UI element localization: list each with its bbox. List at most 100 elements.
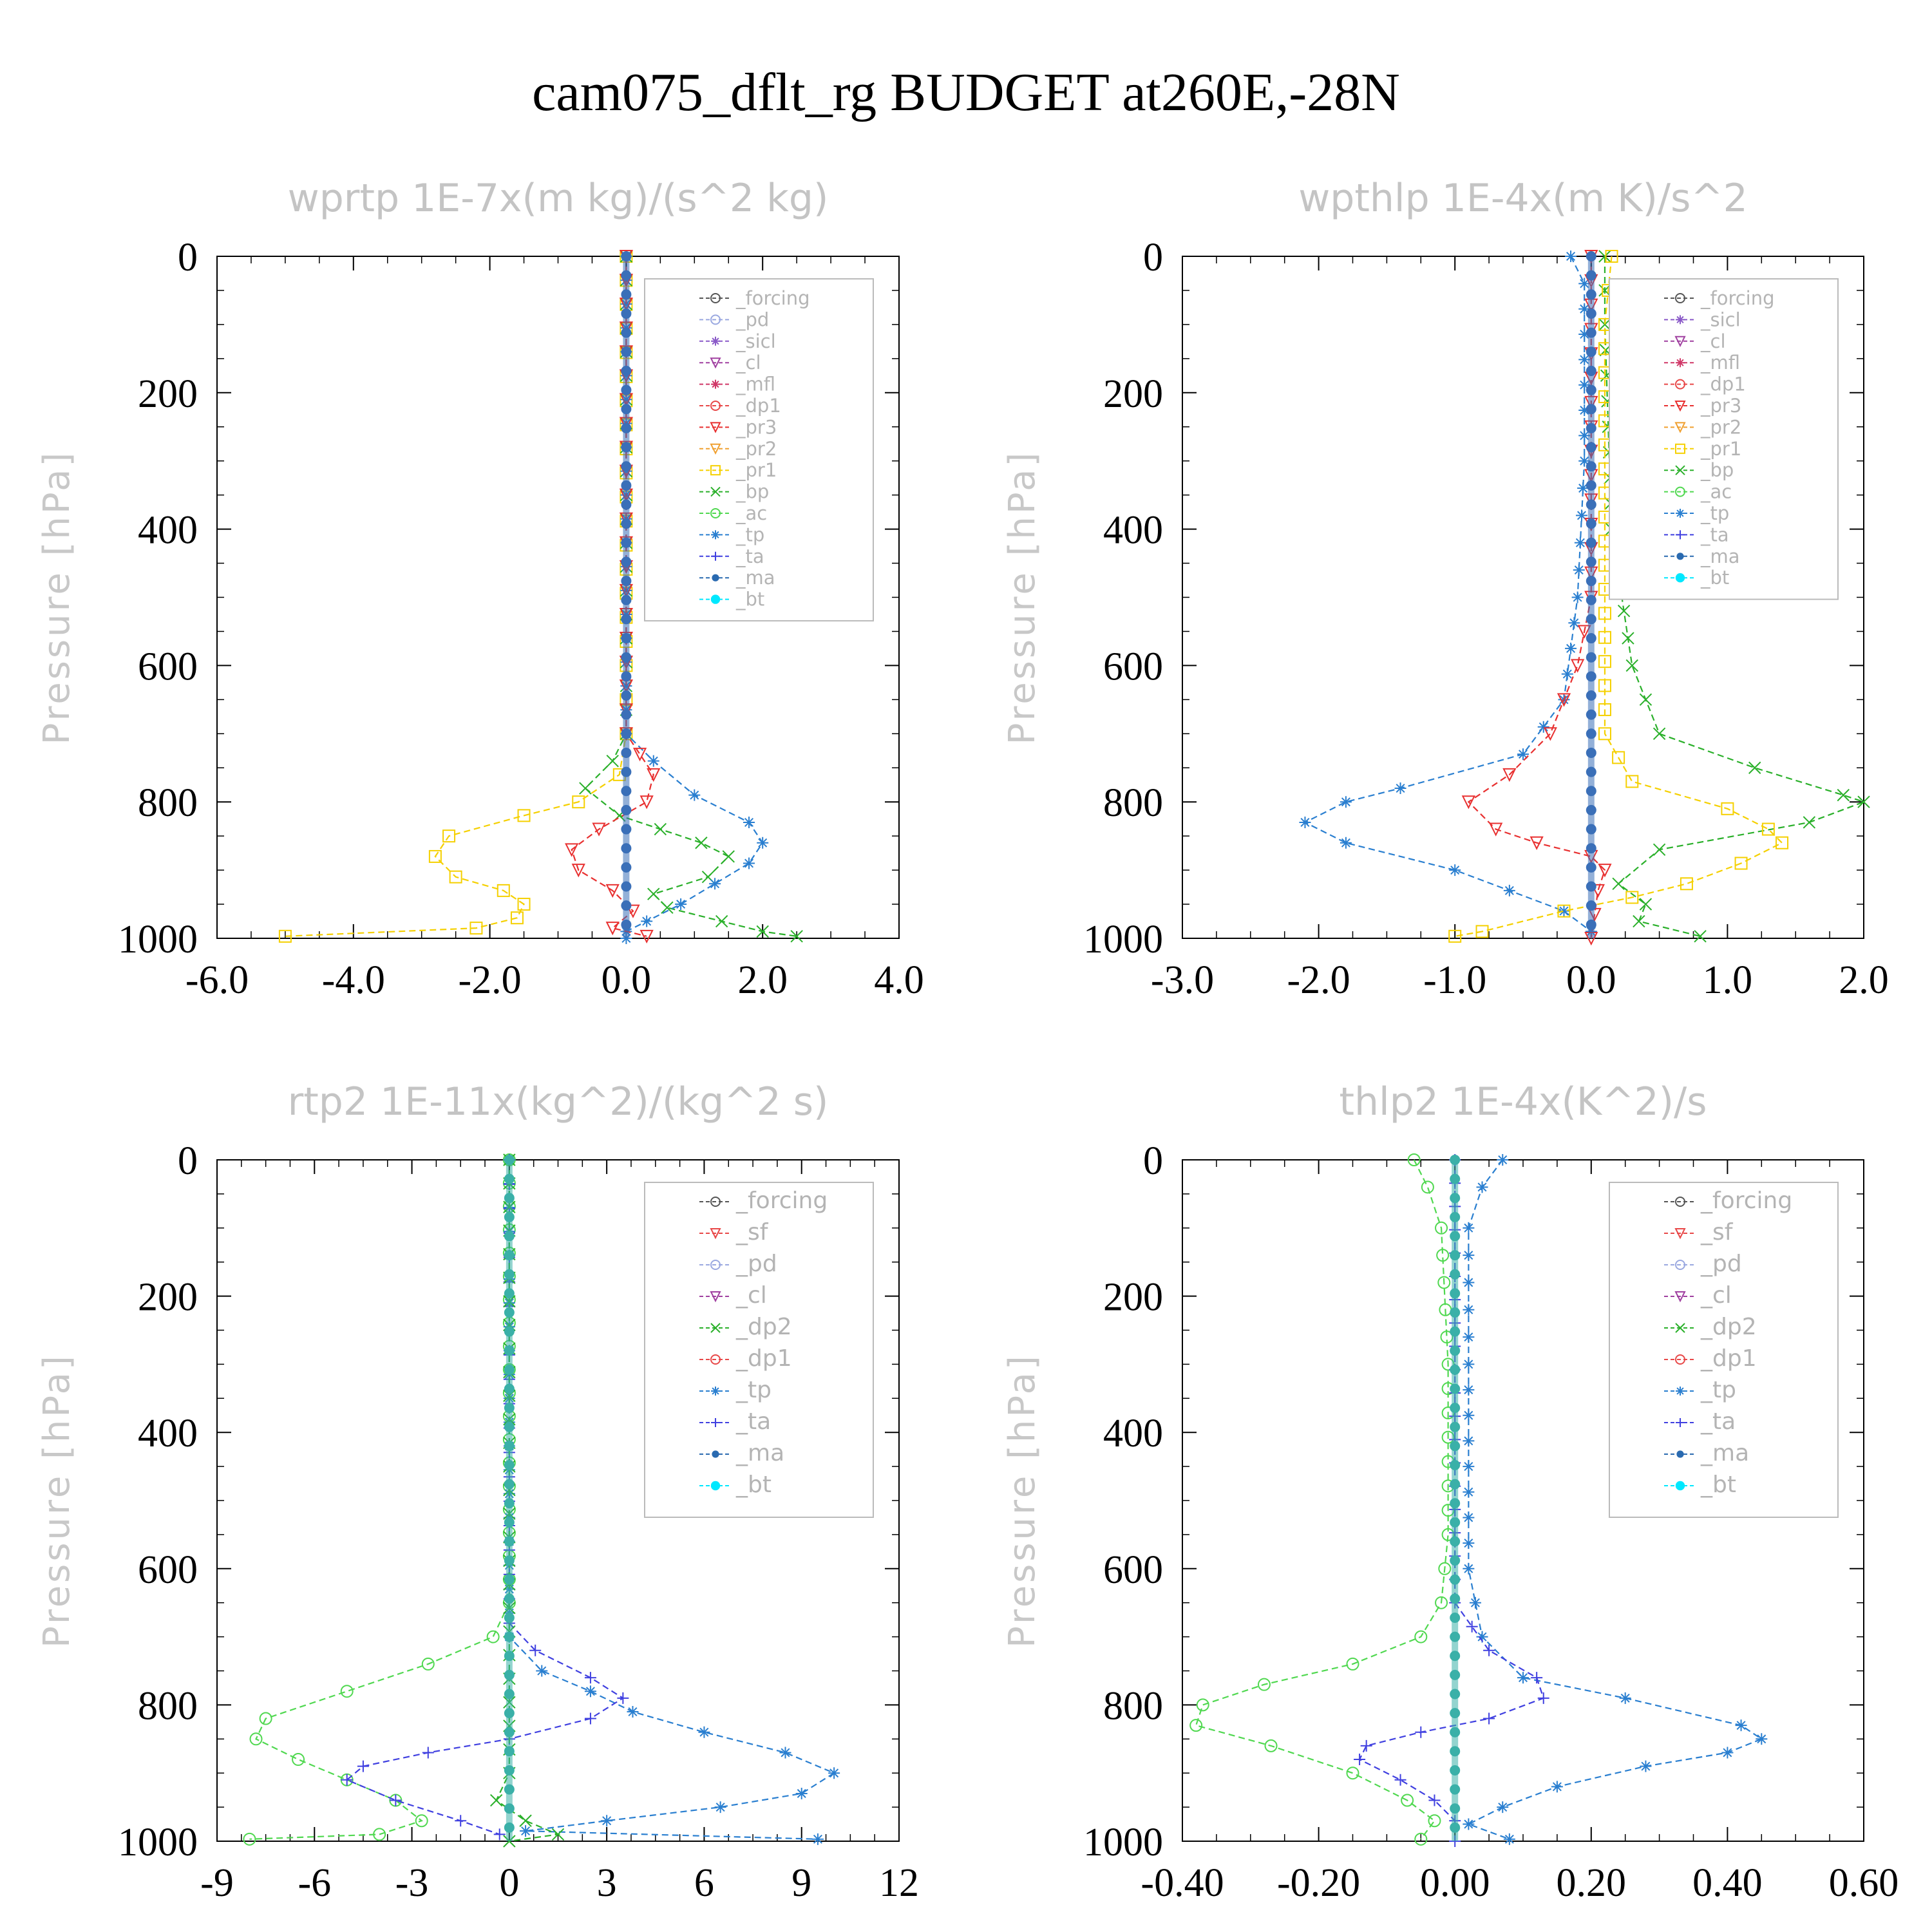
panel-title: wpthlp 1E-4x(m K)/s^2 xyxy=(1298,176,1748,221)
series-bt xyxy=(1450,1155,1461,1841)
legend-entry: _dp2 xyxy=(1700,1314,1757,1340)
data-marker xyxy=(1598,607,1611,620)
y-tick-label: 600 xyxy=(1103,1548,1163,1592)
data-marker xyxy=(1407,1153,1421,1166)
data-marker xyxy=(1586,690,1596,701)
x-tick-label: 12 xyxy=(879,1861,919,1905)
data-marker xyxy=(504,1364,515,1375)
data-marker xyxy=(621,251,632,261)
x-tick-label: 4.0 xyxy=(874,958,924,1002)
panel-rtp2: rtp2 1E-11x(kg^2)/(kg^2 s) Pressure [hPa… xyxy=(36,1079,919,1905)
data-marker xyxy=(1421,1180,1434,1194)
data-marker xyxy=(1586,404,1596,415)
legend-entry: _forcing xyxy=(735,287,810,309)
data-marker xyxy=(497,884,510,897)
legend-marker xyxy=(1674,401,1686,412)
data-marker xyxy=(621,843,632,854)
data-marker xyxy=(1450,1155,1461,1165)
data-marker xyxy=(1640,1760,1652,1772)
data-marker xyxy=(1586,270,1596,281)
data-marker xyxy=(504,1631,515,1642)
data-marker xyxy=(1571,659,1585,673)
data-marker xyxy=(1450,1479,1461,1490)
legend-marker xyxy=(712,1450,719,1458)
data-marker xyxy=(1565,251,1577,262)
x-tick-label: -3.0 xyxy=(1151,958,1214,1002)
legend-entry: _ma xyxy=(735,567,775,589)
data-marker xyxy=(504,1784,515,1795)
data-marker xyxy=(1438,1562,1452,1575)
data-marker xyxy=(1497,1154,1509,1166)
legend: _forcing _sf _pd _cl _dp2 _dp1 _tp _ta _ma _bt xyxy=(644,1182,874,1518)
legend-marker xyxy=(1676,509,1685,518)
y-tick-label: 0 xyxy=(1143,1139,1163,1183)
data-marker xyxy=(1625,775,1639,788)
data-marker xyxy=(1680,877,1693,891)
y-axis-label: Pressure [hPa] xyxy=(36,1353,78,1648)
data-marker xyxy=(504,1288,515,1299)
data-marker xyxy=(1577,625,1591,639)
series-line xyxy=(285,256,627,937)
data-marker xyxy=(621,690,632,701)
data-marker xyxy=(571,864,585,878)
legend-box xyxy=(644,1182,874,1518)
data-marker xyxy=(621,365,632,376)
legend-entry: _sicl xyxy=(735,330,776,352)
data-marker xyxy=(1543,727,1557,741)
x-tick-label: -4.0 xyxy=(322,958,385,1002)
legend-marker xyxy=(710,1323,721,1333)
data-marker xyxy=(1586,804,1596,815)
data-marker xyxy=(1586,518,1596,529)
series-line xyxy=(249,1160,510,1840)
data-marker xyxy=(1394,1774,1406,1786)
legend-entry: _pd xyxy=(735,1251,777,1277)
legend-entry: _dp2 xyxy=(735,1314,792,1340)
data-marker xyxy=(1734,857,1748,870)
data-marker xyxy=(621,518,632,529)
data-marker xyxy=(1598,679,1611,692)
data-marker xyxy=(1551,1781,1563,1793)
legend-entry: _ma xyxy=(1700,1440,1749,1466)
data-marker xyxy=(1748,761,1761,774)
x-tick-label: -3 xyxy=(395,1861,429,1905)
data-marker xyxy=(1756,1733,1768,1745)
data-marker xyxy=(621,480,632,491)
legend-marker xyxy=(1676,1387,1685,1396)
data-marker xyxy=(504,1689,515,1700)
data-marker xyxy=(1450,1536,1461,1547)
legend-marker xyxy=(710,508,721,518)
data-marker xyxy=(504,1421,515,1432)
data-marker xyxy=(504,1403,515,1414)
x-tick-label: -2.0 xyxy=(459,958,522,1002)
data-marker xyxy=(504,1193,515,1204)
data-marker xyxy=(606,754,619,768)
data-marker xyxy=(1466,1620,1478,1633)
data-marker xyxy=(1776,836,1789,849)
legend-marker xyxy=(1674,1228,1686,1240)
legend-marker xyxy=(710,1354,721,1365)
legend-entry: _pr1 xyxy=(735,459,777,481)
legend-marker xyxy=(710,314,721,325)
data-marker xyxy=(1469,1596,1481,1609)
legend-marker xyxy=(1674,336,1686,348)
series-dp2 xyxy=(489,1153,565,1848)
data-marker xyxy=(1463,1409,1475,1421)
data-marker xyxy=(621,594,632,605)
data-marker xyxy=(790,930,803,943)
data-marker xyxy=(1450,1345,1461,1356)
data-marker xyxy=(1450,1288,1461,1299)
data-marker xyxy=(1761,822,1775,836)
data-marker xyxy=(1436,1249,1450,1262)
data-marker xyxy=(1463,1222,1475,1234)
data-marker xyxy=(1625,659,1638,672)
data-marker xyxy=(1461,795,1475,810)
data-marker xyxy=(1586,346,1596,357)
data-marker xyxy=(1837,788,1850,802)
data-marker xyxy=(1578,303,1591,315)
data-marker xyxy=(1586,556,1596,567)
legend-entry: _sf xyxy=(1700,1219,1734,1245)
data-marker xyxy=(1591,884,1605,898)
y-tick-label: 1000 xyxy=(1083,1821,1163,1864)
data-marker xyxy=(1502,768,1517,782)
data-marker xyxy=(1633,914,1645,928)
